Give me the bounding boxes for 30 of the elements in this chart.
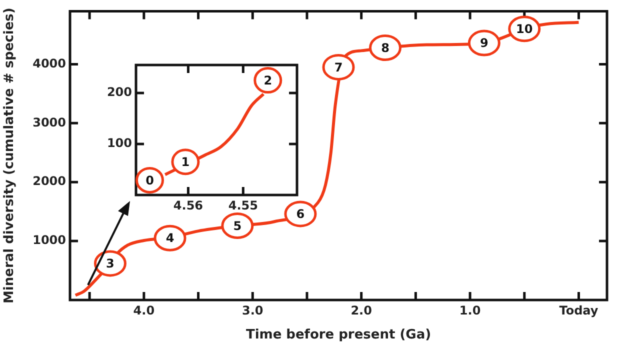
annotation: 7 [334,60,343,74]
y-tick-label: 1000 [32,233,66,248]
annotation: 1 [181,154,190,169]
y-tick-label: 2000 [32,174,66,188]
x-tick-label: 2.0 [350,303,372,318]
annotation: 5 [233,218,242,233]
annotation: 10 [516,22,533,36]
point [154,224,186,252]
x-axis-title: Time before present (Ga) [246,328,432,343]
annotation: 2 [264,73,272,88]
annotation: 0 [146,173,154,188]
point [221,212,254,239]
y-tick-label: 4000 [32,56,66,70]
annotation: 3 [106,256,114,271]
point [368,34,402,61]
x-tick-label: 1.0 [459,303,481,318]
y-tick-label: 200 [106,85,132,100]
annotation: 4 [166,231,174,246]
annotation: 9 [480,36,488,50]
y-tick-label: 3000 [32,115,66,130]
x-tick-label: 4.0 [133,303,155,318]
x-tick-label: 3.0 [242,303,264,318]
x-tick-label: 4.55 [228,198,258,212]
annotation: 8 [381,40,390,55]
y-tick-label: 100 [106,136,132,150]
annotation: 6 [296,207,305,222]
point [468,30,500,56]
x-tick-label: 4.56 [173,198,204,212]
y-axis-title: Mineral diversity (cumulative # species) [2,8,18,304]
x-tick-label: Today [559,303,598,318]
